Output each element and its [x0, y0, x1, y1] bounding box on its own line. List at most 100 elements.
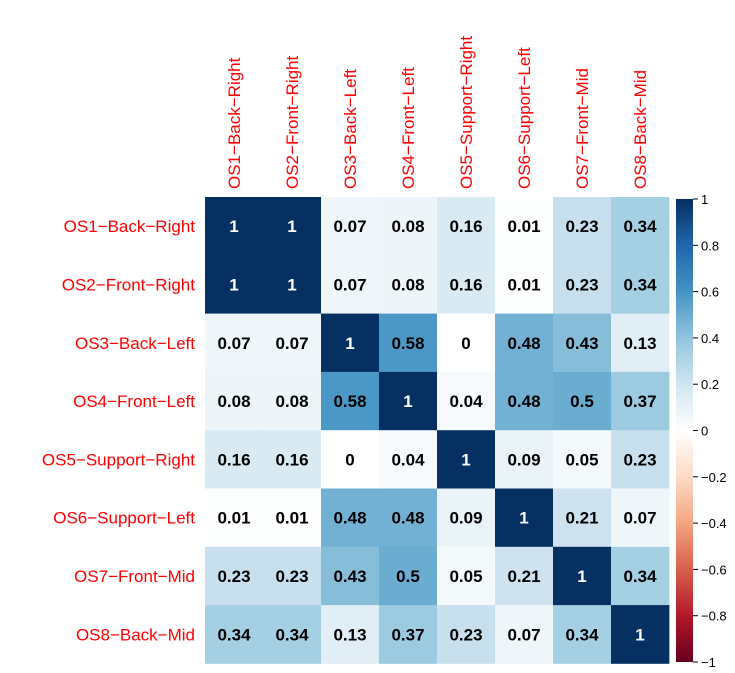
cell-value-label: 0.34	[623, 275, 657, 294]
cell-value-label: 0.48	[333, 509, 366, 528]
heatmap-cell	[495, 313, 554, 373]
heatmap-cell	[553, 371, 612, 431]
heatmap-cell	[205, 197, 264, 256]
heatmap-cell	[437, 255, 496, 314]
heatmap-cell	[553, 197, 612, 256]
cell-value-label: 0.58	[333, 392, 366, 411]
heatmap-cell	[553, 546, 612, 606]
cell-value-label: 0.23	[565, 275, 598, 294]
heatmap-cell	[321, 255, 380, 314]
cell-value-label: 0.58	[391, 334, 424, 353]
cell-value-label: 0.48	[507, 392, 540, 411]
colorbar-tick-label: 0	[701, 424, 708, 439]
column-labels: OS1−Back−Right OS2−Front−Right OS3−Back−Le…	[225, 36, 650, 189]
row-label: OS1−Back−Right	[64, 217, 196, 236]
heatmap-cell	[553, 313, 612, 373]
row-label: OS2−Front−Right	[62, 275, 196, 294]
cell-value-label: 0.48	[507, 334, 540, 353]
cell-value-label: 0.01	[507, 275, 540, 294]
heatmap-cell	[379, 546, 438, 606]
heatmap-cell	[205, 313, 264, 373]
heatmap-cell	[611, 546, 670, 606]
heatmap-cell	[379, 313, 438, 373]
heatmap-cell	[611, 605, 670, 664]
column-label: OS6−Support−Left	[515, 47, 534, 189]
heatmap-cell	[205, 488, 264, 548]
heatmap-cell	[321, 488, 380, 548]
heatmap-cell	[553, 430, 612, 489]
heatmap-values: 1 1 0.07 0.08 0.16 0.01 0.23 0.34 1 1 0.07 0.08 0.16…	[217, 217, 657, 644]
heatmap-cell	[611, 430, 670, 489]
cell-value-label: 0.34	[623, 217, 657, 236]
cell-value-label: 0.13	[623, 334, 656, 353]
cell-value-label: 1	[345, 334, 354, 353]
heatmap-cell	[205, 546, 264, 606]
heatmap-cell	[321, 371, 380, 431]
colorbar-tick-label: −1	[701, 655, 716, 670]
heatmap-cell	[321, 546, 380, 606]
colorbar-tick-label: 0.2	[701, 377, 719, 392]
heatmap-cell	[611, 197, 670, 256]
cell-value-label: 0.09	[449, 509, 482, 528]
row-label: OS8−Back−Mid	[76, 625, 195, 644]
cell-value-label: 0.16	[449, 217, 482, 236]
cell-value-label: 0.05	[565, 450, 598, 469]
cell-value-label: 1	[287, 275, 296, 294]
cell-value-label: 1	[519, 509, 528, 528]
row-label: OS5−Support−Right	[42, 450, 195, 469]
cell-value-label: 0.04	[391, 450, 425, 469]
cell-value-label: 0.5	[396, 567, 420, 586]
heatmap-cell	[437, 371, 496, 431]
colorbar-tick-label: −0.2	[701, 470, 727, 485]
colorbar: 1 0.8 0.6 0.4 0.2 0 −0.2 −0.4 −0.6 −0.8 −1	[676, 192, 727, 670]
cell-value-label: 0.08	[391, 217, 424, 236]
heatmap-cell	[553, 488, 612, 548]
heatmap-cell	[437, 546, 496, 606]
heatmap-cell	[263, 313, 322, 373]
heatmap-cell	[437, 488, 496, 548]
heatmap-cell	[263, 488, 322, 548]
heatmap-cell	[437, 605, 496, 664]
heatmap-cell	[553, 255, 612, 314]
cell-value-label: 0.07	[275, 334, 308, 353]
cell-value-label: 0	[345, 450, 354, 469]
column-label: OS3−Back−Left	[341, 69, 360, 189]
heatmap-cell	[379, 488, 438, 548]
heatmap-cell	[437, 313, 496, 373]
cell-value-label: 0.21	[565, 509, 598, 528]
cell-value-label: 1	[229, 217, 238, 236]
heatmap-cell	[263, 546, 322, 606]
heatmap-cell	[495, 371, 554, 431]
heatmap-cell	[205, 605, 264, 664]
cell-value-label: 0.37	[623, 392, 656, 411]
row-label: OS4−Front−Left	[73, 392, 195, 411]
column-label: OS2−Front−Right	[283, 55, 302, 189]
cell-value-label: 1	[577, 567, 586, 586]
cell-value-label: 0.23	[275, 567, 308, 586]
heatmap-cell	[495, 605, 554, 664]
heatmap-cell	[437, 430, 496, 489]
heatmap-cell	[611, 313, 670, 373]
row-label: OS3−Back−Left	[75, 334, 195, 353]
heatmap-cell	[611, 488, 670, 548]
heatmap-cell	[495, 430, 554, 489]
row-label: OS7−Front−Mid	[74, 567, 195, 586]
row-labels: OS1−Back−Right OS2−Front−Right OS3−Back−Le…	[42, 217, 195, 644]
column-label: OS5−Support−Right	[457, 36, 476, 189]
cell-value-label: 0.07	[507, 625, 540, 644]
heatmap-cell	[379, 197, 438, 256]
colorbar-tick-label: −0.6	[701, 562, 727, 577]
cell-value-label: 0.07	[217, 334, 250, 353]
heatmap-cell	[611, 255, 670, 314]
colorbar-tick-label: 0.6	[701, 285, 719, 300]
heatmap-cells	[205, 197, 670, 664]
heatmap-cell	[379, 430, 438, 489]
row-label: OS6−Support−Left	[53, 509, 195, 528]
cell-value-label: 0.37	[391, 625, 424, 644]
heatmap-cell	[611, 371, 670, 431]
cell-value-label: 0.07	[333, 217, 366, 236]
column-label: OS7−Front−Mid	[573, 68, 592, 189]
heatmap-cell	[263, 430, 322, 489]
heatmap-cell	[321, 197, 380, 256]
